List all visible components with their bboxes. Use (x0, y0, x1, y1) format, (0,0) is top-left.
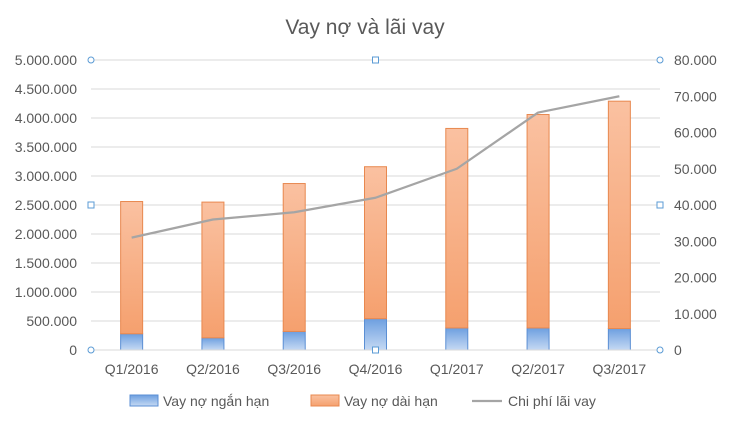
bars (120, 100, 631, 351)
bar-long-term-debt (201, 201, 225, 339)
legend-swatch-long-term (310, 394, 340, 407)
bar-short-term-debt (120, 333, 144, 351)
y-left-tick-label: 2.500.000 (15, 197, 77, 213)
axes: 0 500.000 1.000.000 1.500.000 2.000.000 2.500… (15, 52, 717, 377)
y-left-tick-label: 1.500.000 (15, 255, 77, 271)
x-tick-label: Q3/2016 (267, 361, 321, 377)
y-right-tick-label: 50.000 (674, 161, 717, 177)
interest-line (131, 95, 620, 239)
y-right-tick-label: 70.000 (674, 88, 717, 104)
legend-swatch-short-term (129, 394, 159, 407)
y-left-tick-label: 4.000.000 (15, 110, 77, 126)
y-left-tick-label: 2.000.000 (15, 226, 77, 242)
resize-handle[interactable] (87, 56, 95, 64)
bar-short-term-debt (526, 327, 550, 351)
resize-handle[interactable] (372, 56, 379, 64)
bar-short-term-debt (364, 318, 387, 351)
x-tick-label: Q2/2016 (186, 361, 240, 377)
resize-handle[interactable] (656, 201, 664, 209)
y-left-tick-label: 3.500.000 (15, 139, 77, 155)
line-interest-expense (131, 95, 620, 239)
y-left-tick-label: 1.000.000 (15, 284, 77, 300)
bar-long-term-debt (282, 183, 306, 332)
y-right-tick-label: 80.000 (674, 52, 717, 68)
bar-long-term-debt (607, 100, 631, 330)
resize-handle[interactable] (87, 201, 95, 209)
chart-title: Vay nợ và lãi vay (285, 16, 445, 39)
resize-handle[interactable] (656, 346, 664, 354)
y-left-tick-label: 5.000.000 (15, 52, 77, 68)
legend-label: Chi phí lãi vay (508, 393, 596, 409)
y-left-tick-label: 0 (69, 342, 77, 358)
y-right-tick-label: 40.000 (674, 197, 717, 213)
x-tick-label: Q4/2016 (349, 361, 403, 377)
bar-short-term-debt (201, 337, 225, 351)
legend: Vay nợ ngắn hạn Vay nợ dài hạn Chi phí lãi… (129, 393, 596, 409)
x-tick-label: Q3/2017 (592, 361, 646, 377)
y-right-tick-label: 0 (674, 342, 682, 358)
x-tick-label: Q1/2017 (430, 361, 484, 377)
y-right-tick-label: 20.000 (674, 270, 717, 286)
bar-short-term-debt (607, 328, 631, 351)
legend-label: Vay nợ ngắn hạn (163, 393, 269, 409)
bar-short-term-debt (282, 330, 306, 351)
bar-long-term-debt (526, 114, 550, 329)
legend-label: Vay nợ dài hạn (344, 393, 438, 409)
y-left-tick-label: 3.000.000 (15, 168, 77, 184)
x-tick-label: Q1/2016 (105, 361, 159, 377)
y-left-tick-label: 4.500.000 (15, 81, 77, 97)
bar-short-term-debt (445, 327, 469, 351)
y-right-tick-label: 60.000 (674, 125, 717, 141)
bar-long-term-debt (364, 166, 387, 320)
resize-handle[interactable] (87, 346, 95, 354)
y-left-tick-label: 500.000 (26, 313, 77, 329)
y-right-tick-label: 10.000 (674, 306, 717, 322)
y-right-tick-label: 30.000 (674, 233, 717, 249)
resize-handle[interactable] (656, 56, 664, 64)
selection-handles[interactable] (87, 56, 664, 354)
x-tick-label: Q2/2017 (511, 361, 565, 377)
bar-long-term-debt (445, 127, 469, 329)
bar-long-term-debt (120, 201, 144, 335)
resize-handle[interactable] (372, 346, 379, 354)
